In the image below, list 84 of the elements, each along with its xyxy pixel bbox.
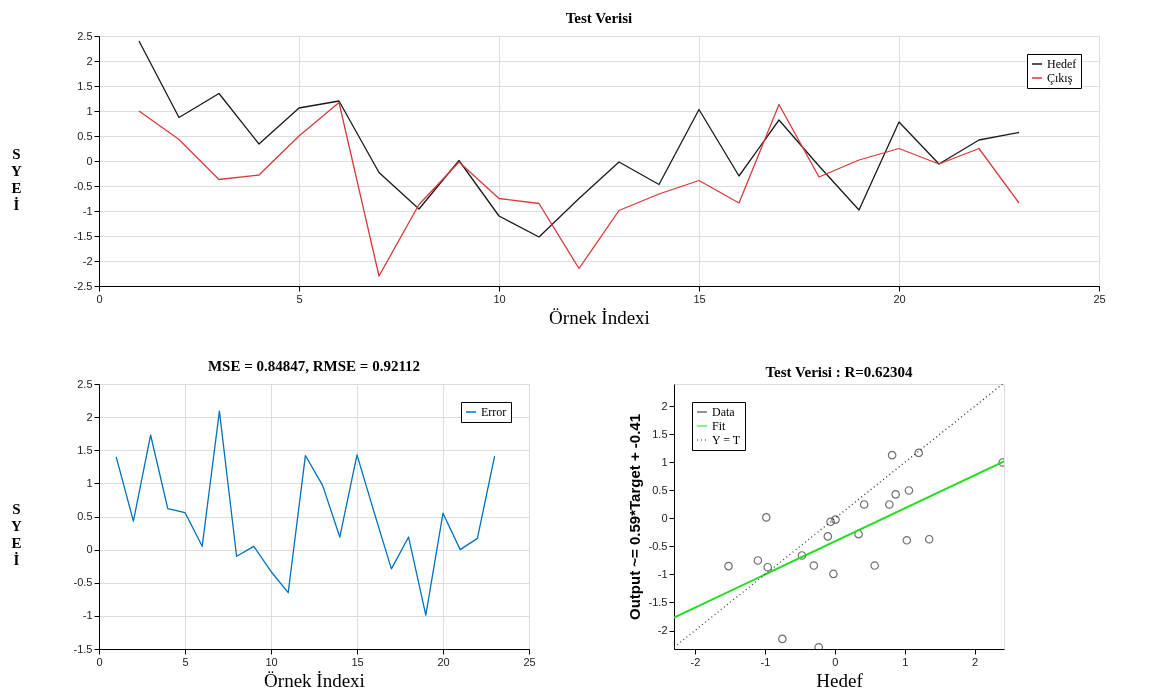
x-tick-label: -2 — [690, 655, 701, 668]
y-tick-label: 2.5 — [77, 29, 93, 42]
y-tick-label: 0 — [86, 154, 93, 167]
chart-title: Test Verisi — [565, 10, 633, 26]
y-tick-label: 1.5 — [77, 79, 93, 92]
y-tick-label: 0.5 — [77, 129, 93, 142]
y-axis-title: Output ~= 0.59*Target + -0.41 — [625, 413, 643, 621]
legend-label: Çıkış — [1047, 71, 1073, 85]
y-tick-label: -1 — [82, 204, 93, 217]
chart-title: Test Verisi : R=0.62304 — [765, 364, 914, 380]
x-tick-label: 25 — [1093, 292, 1106, 305]
y-tick-label: 1 — [661, 455, 668, 468]
point — [914, 448, 924, 458]
y-tick-label: -1.5 — [648, 596, 668, 608]
point — [924, 534, 934, 544]
x-tick-label: 10 — [493, 292, 506, 305]
x-tick-label: 15 — [693, 292, 706, 305]
point — [829, 569, 838, 579]
y-tick-label: 1 — [86, 476, 93, 489]
point — [870, 561, 879, 570]
legend-label: Fit — [712, 419, 727, 433]
x-tick-label: 20 — [437, 655, 450, 668]
legend-label: Error — [481, 405, 507, 419]
y-tick-label: 1 — [86, 104, 93, 117]
y-tick-label: 0.5 — [652, 483, 668, 496]
x-tick-label: 1 — [902, 655, 909, 668]
point — [859, 500, 869, 509]
point — [887, 450, 897, 460]
y-tick-label: -2 — [657, 624, 668, 637]
y-tick-label: 0 — [86, 543, 93, 556]
chart-title: MSE = 0.84847, RMSE = 0.92112 — [207, 358, 421, 374]
point — [831, 515, 840, 524]
x-tick-label: 5 — [296, 292, 303, 305]
line-series — [138, 101, 1020, 277]
y-axis-title: SYEİ — [11, 501, 23, 568]
x-axis-title: Hedef — [816, 669, 864, 691]
y-tick-label: -0.5 — [73, 576, 93, 589]
y-tick-label: -2.5 — [73, 279, 93, 292]
x-tick-label: 2 — [972, 655, 979, 668]
point — [761, 513, 771, 522]
y-tick-label: 1.5 — [652, 427, 668, 440]
point — [778, 634, 787, 644]
x-tick-label: 0 — [96, 292, 103, 305]
point — [826, 517, 835, 527]
legend-label: Data — [712, 405, 736, 419]
y-axis-title: SYEİ — [11, 145, 23, 213]
y-tick-label: -1.5 — [73, 642, 93, 655]
x-tick-label: -1 — [760, 655, 771, 668]
point — [797, 551, 807, 560]
y-tick-label: -1 — [82, 609, 93, 622]
y-tick-label: 1.5 — [77, 443, 93, 456]
x-tick-label: 0 — [832, 655, 839, 668]
point — [891, 490, 900, 499]
x-axis-title: Örnek İndexi — [549, 306, 650, 328]
x-axis-title: Örnek İndexi — [264, 669, 365, 691]
x-tick-label: 0 — [96, 655, 103, 668]
y-tick-label: -0.5 — [648, 539, 668, 552]
y-tick-label: -1 — [657, 567, 668, 580]
y-tick-label: -0.5 — [73, 179, 93, 192]
y-tick-label: 0 — [661, 511, 668, 524]
y-tick-label: -2 — [82, 254, 93, 267]
point — [854, 529, 863, 539]
line-series — [138, 40, 1020, 238]
x-tick-label: 10 — [265, 655, 278, 668]
point — [823, 532, 833, 541]
point — [809, 561, 819, 570]
legend-label: Y = T — [712, 433, 741, 447]
point — [753, 556, 763, 565]
y-tick-label: 2.5 — [77, 377, 93, 390]
y-tick-label: 2 — [661, 399, 668, 412]
y-tick-label: 0.5 — [77, 510, 93, 522]
point — [724, 561, 733, 571]
y-tick-label: -1.5 — [73, 229, 93, 242]
x-tick-label: 25 — [523, 655, 536, 668]
point — [902, 536, 912, 545]
point — [904, 486, 914, 495]
legend-label: Hedef — [1047, 57, 1077, 71]
x-tick-label: 20 — [893, 292, 906, 305]
y-tick-label: 2 — [86, 410, 93, 423]
x-tick-label: 15 — [351, 655, 364, 668]
point — [885, 500, 894, 509]
y-tick-label: 2 — [86, 54, 93, 67]
x-tick-label: 5 — [182, 655, 189, 668]
point — [763, 562, 772, 572]
